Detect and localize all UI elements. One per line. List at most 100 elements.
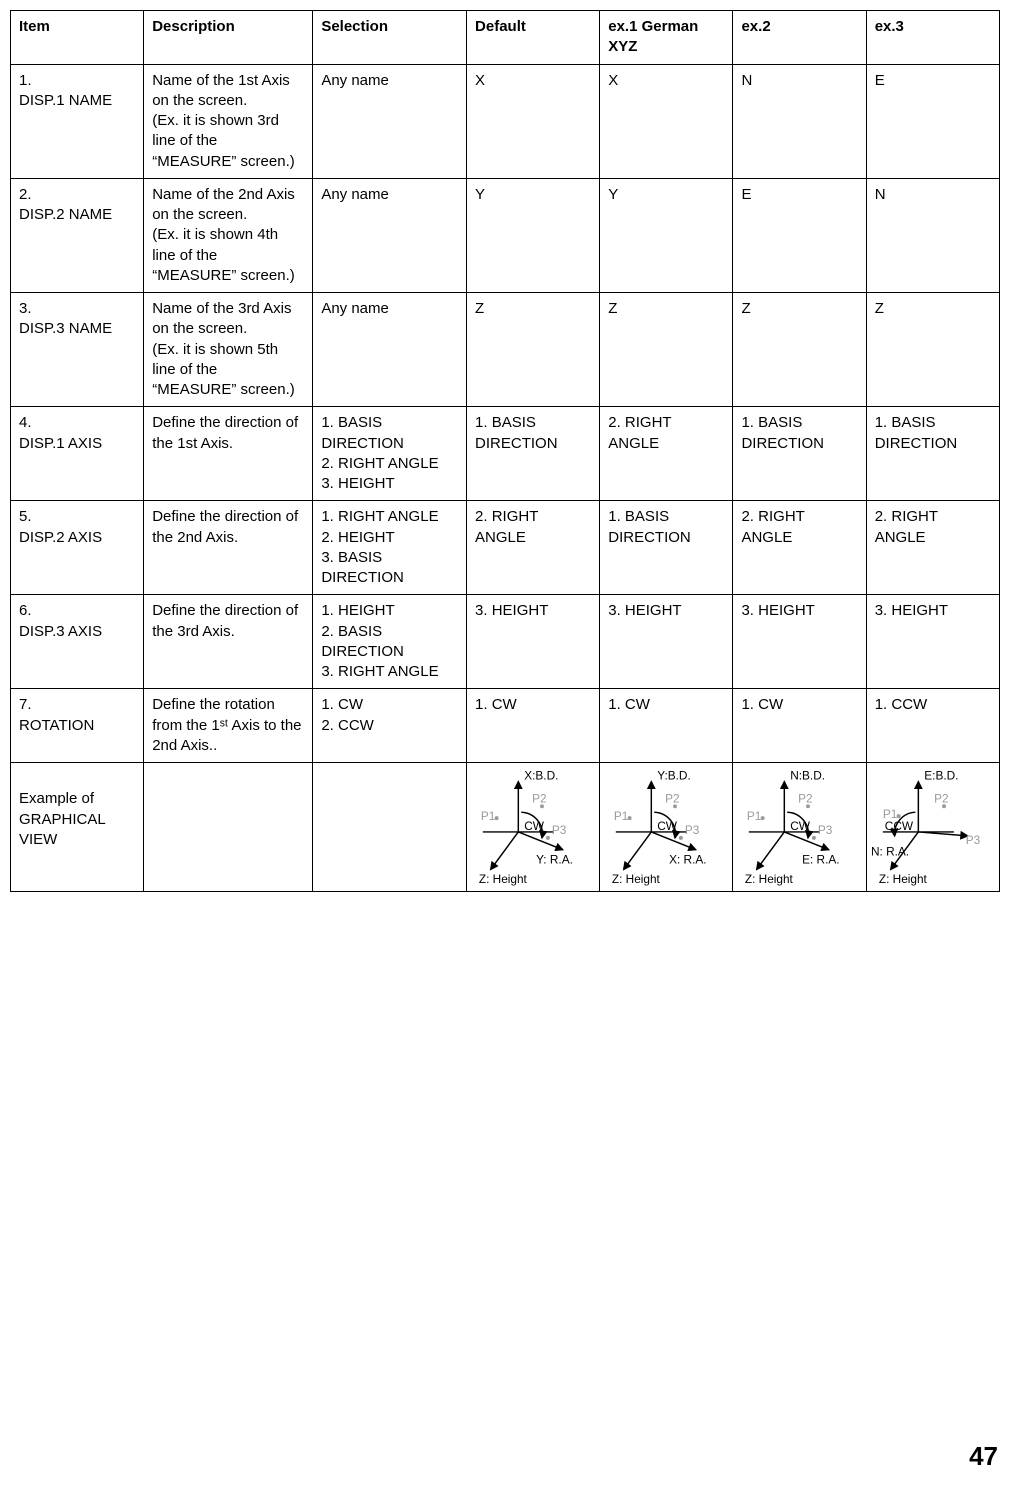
table-row: 6. DISP.3 AXISDefine the direction of th… <box>11 595 1000 689</box>
svg-text:P3: P3 <box>818 823 833 837</box>
cell-item: 1. DISP.1 NAME <box>11 64 144 178</box>
svg-text:P2: P2 <box>532 791 546 805</box>
svg-text:P1: P1 <box>614 809 628 823</box>
header-description: Description <box>144 11 313 65</box>
svg-text:P3: P3 <box>685 823 700 837</box>
cell-item: 2. DISP.2 NAME <box>11 178 144 292</box>
cell-default: 1. CW <box>467 689 600 763</box>
svg-text:Y: R.A.: Y: R.A. <box>536 852 573 866</box>
header-ex1: ex.1 German XYZ <box>600 11 733 65</box>
svg-text:P1: P1 <box>747 809 761 823</box>
header-ex3: ex.3 <box>866 11 999 65</box>
cell-ex2: E <box>733 178 866 292</box>
cell-ex2: 1. CW <box>733 689 866 763</box>
svg-text:E: R.A.: E: R.A. <box>803 852 840 866</box>
cell-selection: Any name <box>313 64 467 178</box>
axis-diagram: Y:B.D. Z: Height X: R.A. CW P1 P2 P3 <box>602 767 730 887</box>
cell-desc: Define the direction of the 2nd Axis. <box>144 501 313 595</box>
cell-selection: Any name <box>313 293 467 407</box>
svg-text:P2: P2 <box>665 791 679 805</box>
cell-default: 3. HEIGHT <box>467 595 600 689</box>
cell-desc: Name of the 1st Axis on the screen. (Ex.… <box>144 64 313 178</box>
cell-ex1: 2. RIGHT ANGLE <box>600 407 733 501</box>
svg-text:Z: Height: Z: Height <box>745 872 794 886</box>
svg-text:P3: P3 <box>965 833 980 847</box>
cell-default: X <box>467 64 600 178</box>
cell-ex1: 1. BASIS DIRECTION <box>600 501 733 595</box>
table-row: 1. DISP.1 NAMEName of the 1st Axis on th… <box>11 64 1000 178</box>
axis-diagram: E:B.D.Z: HeightP3N: R.A.CCWP1P2 <box>869 767 997 887</box>
svg-text:P2: P2 <box>934 791 948 805</box>
cell-ex3: 2. RIGHT ANGLE <box>866 501 999 595</box>
header-selection: Selection <box>313 11 467 65</box>
svg-text:Z: Height: Z: Height <box>479 872 528 886</box>
header-row: Item Description Selection Default ex.1 … <box>11 11 1000 65</box>
svg-text:Z: Height: Z: Height <box>879 872 928 886</box>
cell-item: 6. DISP.3 AXIS <box>11 595 144 689</box>
page: Item Description Selection Default ex.1 … <box>0 0 1020 1490</box>
empty-cell <box>313 763 467 892</box>
header-ex2: ex.2 <box>733 11 866 65</box>
diagram-cell: X:B.D. Z: Height Y: R.A. CW P1 P2 P3 <box>467 763 600 892</box>
cell-desc: Name of the 3rd Axis on the screen. (Ex.… <box>144 293 313 407</box>
diagram-cell: N:B.D. Z: Height E: R.A. CW P1 P2 P3 <box>733 763 866 892</box>
cell-default: Y <box>467 178 600 292</box>
cell-item: 4. DISP.1 AXIS <box>11 407 144 501</box>
page-number: 47 <box>969 1441 998 1472</box>
cell-ex3: 3. HEIGHT <box>866 595 999 689</box>
svg-text:Y:B.D.: Y:B.D. <box>657 769 691 783</box>
table-body: 1. DISP.1 NAMEName of the 1st Axis on th… <box>11 64 1000 892</box>
cell-desc: Define the direction of the 1st Axis. <box>144 407 313 501</box>
diagram-cell: Y:B.D. Z: Height X: R.A. CW P1 P2 P3 <box>600 763 733 892</box>
svg-text:X:B.D.: X:B.D. <box>524 769 558 783</box>
svg-text:N:B.D.: N:B.D. <box>791 769 826 783</box>
svg-text:CW: CW <box>791 819 812 833</box>
table-row: 7. ROTATIONDefine the rotation from the … <box>11 689 1000 763</box>
cell-ex3: Z <box>866 293 999 407</box>
cell-item: 7. ROTATION <box>11 689 144 763</box>
cell-ex1: 1. CW <box>600 689 733 763</box>
cell-ex3: 1. CCW <box>866 689 999 763</box>
diagram-cell: E:B.D.Z: HeightP3N: R.A.CCWP1P2 <box>866 763 999 892</box>
svg-text:CW: CW <box>524 819 545 833</box>
cell-ex3: E <box>866 64 999 178</box>
diagram-row-label: Example of GRAPHICAL VIEW <box>11 763 144 892</box>
empty-cell <box>144 763 313 892</box>
cell-ex2: N <box>733 64 866 178</box>
svg-text:P3: P3 <box>552 823 567 837</box>
cell-default: 1. BASIS DIRECTION <box>467 407 600 501</box>
cell-selection: 1. CW 2. CCW <box>313 689 467 763</box>
cell-desc: Name of the 2nd Axis on the screen. (Ex.… <box>144 178 313 292</box>
svg-text:CW: CW <box>657 819 678 833</box>
cell-ex2: 2. RIGHT ANGLE <box>733 501 866 595</box>
header-default: Default <box>467 11 600 65</box>
cell-selection: 1. RIGHT ANGLE 2. HEIGHT 3. BASIS DIRECT… <box>313 501 467 595</box>
cell-selection: 1. HEIGHT 2. BASIS DIRECTION 3. RIGHT AN… <box>313 595 467 689</box>
svg-text:X: R.A.: X: R.A. <box>669 852 706 866</box>
cell-ex1: 3. HEIGHT <box>600 595 733 689</box>
cell-default: 2. RIGHT ANGLE <box>467 501 600 595</box>
svg-text:N: R.A.: N: R.A. <box>871 845 909 859</box>
cell-desc: Define the direction of the 3rd Axis. <box>144 595 313 689</box>
table-head: Item Description Selection Default ex.1 … <box>11 11 1000 65</box>
table-row: 4. DISP.1 AXISDefine the direction of th… <box>11 407 1000 501</box>
cell-default: Z <box>467 293 600 407</box>
svg-text:Z: Height: Z: Height <box>612 872 661 886</box>
cell-ex2: 3. HEIGHT <box>733 595 866 689</box>
spec-table: Item Description Selection Default ex.1 … <box>10 10 1000 892</box>
cell-item: 5. DISP.2 AXIS <box>11 501 144 595</box>
cell-ex1: Z <box>600 293 733 407</box>
cell-ex2: Z <box>733 293 866 407</box>
cell-ex1: Y <box>600 178 733 292</box>
svg-text:P1: P1 <box>481 809 495 823</box>
cell-item: 3. DISP.3 NAME <box>11 293 144 407</box>
axis-diagram: N:B.D. Z: Height E: R.A. CW P1 P2 P3 <box>735 767 863 887</box>
table-row: 5. DISP.2 AXISDefine the direction of th… <box>11 501 1000 595</box>
axis-diagram: X:B.D. Z: Height Y: R.A. CW P1 P2 P3 <box>469 767 597 887</box>
cell-selection: 1. BASIS DIRECTION 2. RIGHT ANGLE 3. HEI… <box>313 407 467 501</box>
cell-ex2: 1. BASIS DIRECTION <box>733 407 866 501</box>
table-row: 3. DISP.3 NAMEName of the 3rd Axis on th… <box>11 293 1000 407</box>
cell-ex3: 1. BASIS DIRECTION <box>866 407 999 501</box>
diagram-row: Example of GRAPHICAL VIEW X:B.D. Z: Height… <box>11 763 1000 892</box>
svg-text:P2: P2 <box>799 791 813 805</box>
